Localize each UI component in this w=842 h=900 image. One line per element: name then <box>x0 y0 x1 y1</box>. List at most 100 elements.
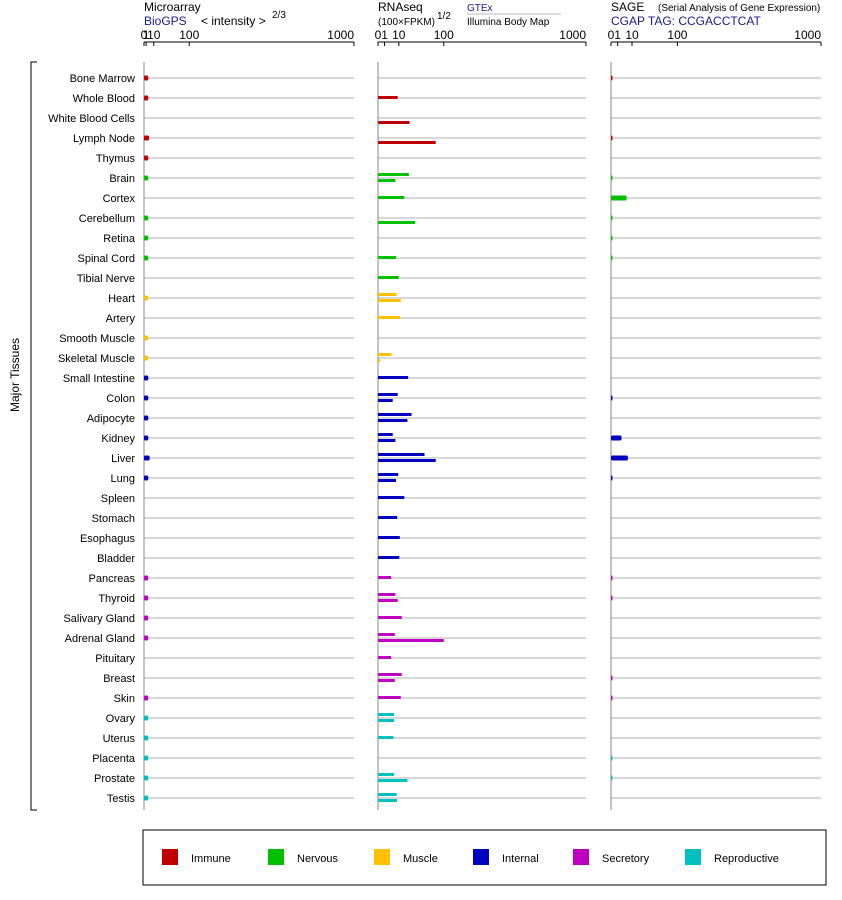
rnaseq-gtex-bar <box>378 793 397 796</box>
rnaseq-gtex-bar <box>378 593 396 596</box>
microarray-bar <box>144 435 149 441</box>
microarray-bar <box>144 135 150 141</box>
tissue-label: Breast <box>103 673 135 685</box>
microarray-tick-label: 10 <box>147 28 161 42</box>
legend-label-reproductive: Reproductive <box>714 853 779 865</box>
rnaseq-gtex-bar <box>378 576 392 579</box>
legend-swatch-reproductive <box>685 849 701 865</box>
rnaseq-ibm-bar <box>378 439 396 442</box>
legend-swatch-nervous <box>268 849 284 865</box>
sage-subtitle: (Serial Analysis of Gene Expression) <box>658 3 820 14</box>
tissue-label: Adipocyte <box>87 413 135 425</box>
rnaseq-unit: (100×FPKM) <box>378 17 435 28</box>
rnaseq-ibm-bar <box>378 419 408 422</box>
tissue-label: Stomach <box>92 513 135 525</box>
tissue-label: Heart <box>108 293 135 305</box>
sage-bar <box>611 675 613 681</box>
sage-bar <box>611 195 627 201</box>
rnaseq-gtex-bar <box>378 633 395 636</box>
tissue-label: White Blood Cells <box>48 113 135 125</box>
rnaseq-gtex-bar <box>378 413 412 416</box>
microarray-bar <box>144 735 149 741</box>
tissue-label: Ovary <box>106 713 136 725</box>
rnaseq-source-ibm: Illumina Body Map <box>467 17 550 28</box>
sage-tick-label: 1000 <box>794 28 821 42</box>
microarray-bar <box>144 595 149 601</box>
tissue-label: Colon <box>106 393 135 405</box>
microarray-source: BioGPS <box>144 14 187 28</box>
tissue-label: Artery <box>106 313 136 325</box>
sage-title: SAGE <box>611 0 644 14</box>
rnaseq-title: RNAseq <box>378 0 423 14</box>
rnaseq-tick-label: 1000 <box>559 28 586 42</box>
tissue-label: Uterus <box>103 733 136 745</box>
rnaseq-gtex-bar <box>378 196 405 199</box>
tissue-label: Bladder <box>97 553 135 565</box>
microarray-bar <box>144 155 149 161</box>
tissue-label: Kidney <box>101 433 135 445</box>
tissue-label: Brain <box>109 173 135 185</box>
sage-bar <box>611 435 622 441</box>
legend: Immune Nervous Muscle Internal Secretory Repr… <box>142 829 827 886</box>
sage-bar <box>611 175 613 181</box>
microarray-bar <box>144 235 149 241</box>
sage-bar <box>611 235 613 241</box>
rnaseq-gtex-bar <box>378 393 398 396</box>
sage-tick-label: 1 <box>614 28 621 42</box>
legend-label-secretory: Secretory <box>602 853 650 865</box>
sage-bar <box>611 575 613 581</box>
sage-bar <box>611 695 613 701</box>
microarray-bar <box>144 215 149 221</box>
rnaseq-ibm-bar <box>378 141 436 144</box>
rnaseq-gtex-bar <box>378 536 400 539</box>
tissue-label: Skeletal Muscle <box>58 353 135 365</box>
sage-bar <box>611 215 613 221</box>
tissue-label: Prostate <box>94 773 135 785</box>
rnaseq-ibm-bar <box>378 719 395 722</box>
legend-label-muscle: Muscle <box>403 853 438 865</box>
rnaseq-gtex-bar <box>378 673 402 676</box>
tissue-label: Lymph Node <box>73 133 135 145</box>
microarray-bar <box>144 475 149 481</box>
tissue-label: Smooth Muscle <box>59 333 135 345</box>
rnaseq-ibm-bar <box>378 121 410 124</box>
rnaseq-tick-label: 100 <box>434 28 454 42</box>
tissue-label: Pancreas <box>89 573 136 585</box>
rnaseq-ibm-bar <box>378 599 398 602</box>
rnaseq-ibm-bar <box>378 779 408 782</box>
legend-label-internal: Internal <box>502 853 539 865</box>
rnaseq-ibm-bar <box>378 221 416 224</box>
tissue-label: Spinal Cord <box>78 253 135 265</box>
microarray-bar <box>144 355 149 361</box>
tissue-label: Tibial Nerve <box>77 273 135 285</box>
microarray-bar <box>144 175 149 181</box>
rnaseq-gtex-bar <box>378 293 397 296</box>
y-bracket <box>30 61 37 811</box>
tissue-label: Lung <box>111 473 135 485</box>
microarray-bar <box>144 95 149 101</box>
sage-tick-label: 10 <box>625 28 639 42</box>
rnaseq-tick-label: 10 <box>392 28 406 42</box>
rnaseq-source-gtex: GTEx <box>467 3 493 14</box>
microarray-bar <box>144 635 149 641</box>
rnaseq-tick-label: 1 <box>381 28 388 42</box>
microarray-bar <box>144 295 149 301</box>
legend-box <box>142 829 827 886</box>
legend-swatch-secretory <box>573 849 589 865</box>
rnaseq-gtex-bar <box>378 713 395 716</box>
tissue-label: Pituitary <box>95 653 135 665</box>
rnaseq-gtex-bar <box>378 696 401 699</box>
sage-bar <box>611 455 628 461</box>
rnaseq-gtex-bar <box>378 656 392 659</box>
tissue-label: Skin <box>114 693 135 705</box>
sage-tag: CGAP TAG: CCGACCTCAT <box>611 14 761 28</box>
legend-label-nervous: Nervous <box>297 853 338 865</box>
tissue-label: Cerebellum <box>79 213 135 225</box>
rnaseq-gtex-bar <box>378 736 394 739</box>
rnaseq-gtex-bar <box>378 96 398 99</box>
rnaseq-gtex-bar <box>378 376 409 379</box>
sage-bar <box>611 595 613 601</box>
tissue-label: Adrenal Gland <box>65 633 135 645</box>
rnaseq-gtex-bar <box>378 256 397 259</box>
tissue-label: Thyroid <box>98 593 135 605</box>
